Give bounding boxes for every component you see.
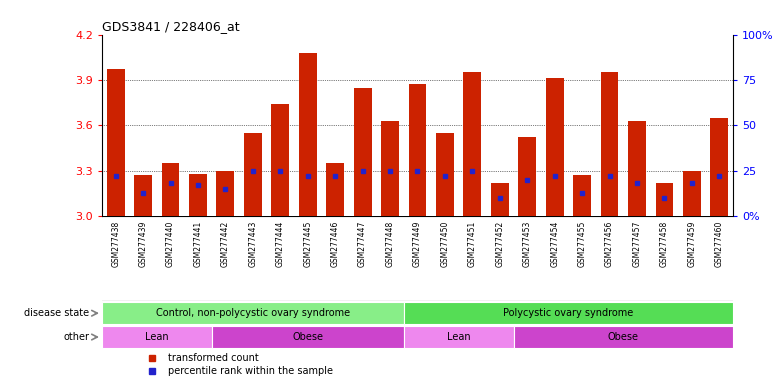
Text: GSM277438: GSM277438 [111, 220, 120, 266]
Text: GSM277453: GSM277453 [523, 220, 532, 267]
Text: GSM277446: GSM277446 [331, 220, 339, 267]
Text: GSM277457: GSM277457 [633, 220, 641, 267]
Bar [189, 174, 207, 216]
Bar [601, 73, 619, 216]
Text: GSM277442: GSM277442 [221, 220, 230, 266]
Bar [212, 326, 404, 348]
Bar [463, 73, 481, 216]
Text: other: other [64, 332, 89, 342]
Bar [436, 133, 454, 216]
Text: Polycystic ovary syndrome: Polycystic ovary syndrome [503, 308, 633, 318]
Bar [271, 104, 289, 216]
Bar [408, 84, 426, 216]
Text: GSM277444: GSM277444 [276, 220, 285, 267]
Text: GSM277458: GSM277458 [660, 220, 669, 266]
Bar [546, 78, 564, 216]
Bar [404, 326, 514, 348]
Text: GDS3841 / 228406_at: GDS3841 / 228406_at [102, 20, 240, 33]
Bar [491, 183, 509, 216]
Text: GSM277441: GSM277441 [194, 220, 202, 266]
Bar [404, 303, 733, 324]
Text: GSM277455: GSM277455 [578, 220, 586, 267]
Bar [518, 137, 536, 216]
Text: GSM277439: GSM277439 [139, 220, 147, 267]
Text: GSM277440: GSM277440 [166, 220, 175, 267]
Text: GSM277460: GSM277460 [715, 220, 724, 267]
Text: GSM277451: GSM277451 [468, 220, 477, 266]
Bar [628, 121, 646, 216]
Text: Obese: Obese [292, 332, 323, 342]
Bar [102, 303, 404, 324]
Bar [573, 175, 591, 216]
Bar [326, 163, 344, 216]
Bar [102, 326, 212, 348]
Text: GSM277459: GSM277459 [688, 220, 696, 267]
Bar [381, 121, 399, 216]
Text: GSM277452: GSM277452 [495, 220, 504, 266]
Bar [244, 133, 262, 216]
Text: Obese: Obese [608, 332, 639, 342]
Text: GSM277448: GSM277448 [386, 220, 394, 266]
Bar [354, 88, 372, 216]
Text: GSM277454: GSM277454 [550, 220, 559, 267]
Bar [107, 70, 125, 216]
Text: GSM277450: GSM277450 [441, 220, 449, 267]
Text: percentile rank within the sample: percentile rank within the sample [169, 366, 333, 376]
Text: disease state: disease state [24, 308, 89, 318]
Text: GSM277456: GSM277456 [605, 220, 614, 267]
Text: Control, non-polycystic ovary syndrome: Control, non-polycystic ovary syndrome [156, 308, 350, 318]
Bar [216, 171, 234, 216]
Text: transformed count: transformed count [169, 353, 259, 362]
Bar [710, 118, 728, 216]
Text: GSM277449: GSM277449 [413, 220, 422, 267]
Bar [655, 183, 673, 216]
Text: GSM277447: GSM277447 [358, 220, 367, 267]
Text: GSM277443: GSM277443 [249, 220, 257, 267]
Text: Lean: Lean [145, 332, 169, 342]
Text: GSM277445: GSM277445 [303, 220, 312, 267]
Bar [514, 326, 733, 348]
Bar [299, 53, 317, 216]
Bar [683, 171, 701, 216]
Bar [134, 175, 152, 216]
Text: Lean: Lean [447, 332, 470, 342]
Bar [162, 163, 180, 216]
